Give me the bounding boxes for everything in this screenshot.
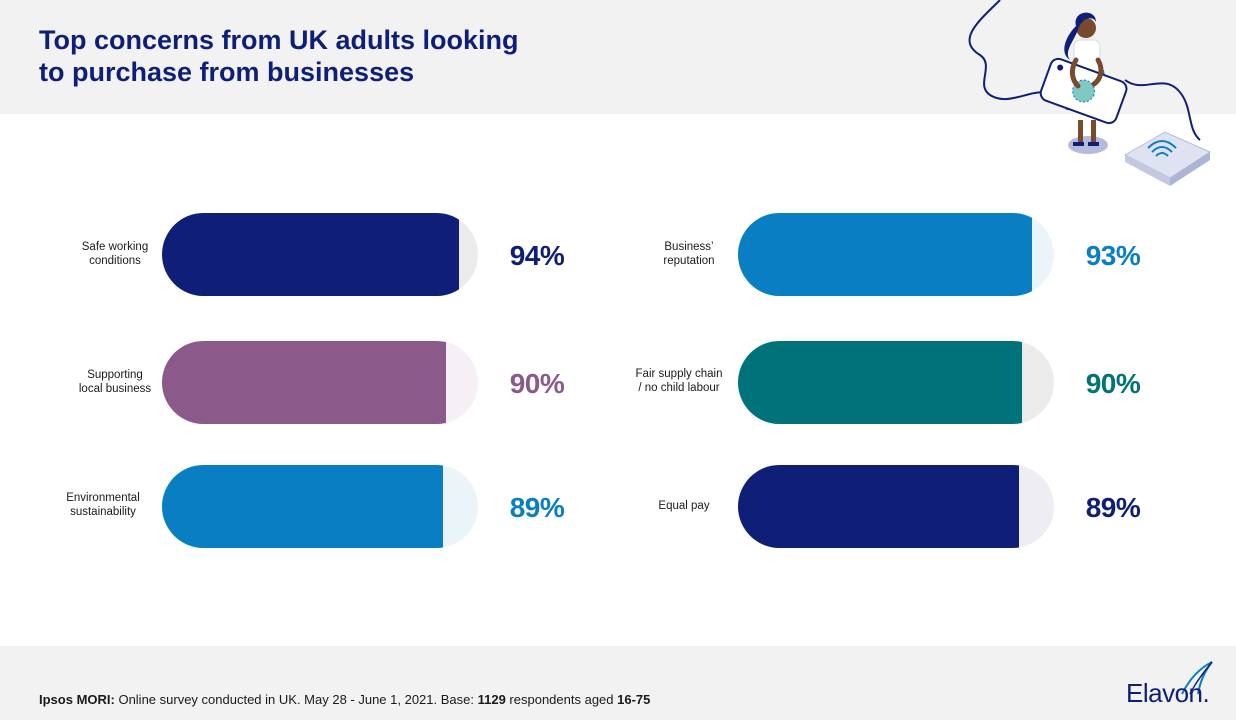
bar-fair-supply-chain xyxy=(738,341,1023,424)
source-footnote: Ipsos MORI: Online survey conducted in U… xyxy=(39,692,650,707)
value-label-fair-supply-chain: 90% xyxy=(1085,368,1141,399)
value-label-business-reputation: 93% xyxy=(1085,240,1141,271)
bar-label-supporting-local-business: Supporting local business xyxy=(78,369,152,395)
footnote-text-1: Online survey conducted in UK. May 28 - … xyxy=(114,692,478,707)
bar-business-reputation xyxy=(738,213,1032,296)
value-label-equal-pay: 89% xyxy=(1085,492,1141,523)
bar-track-safe-working-conditions xyxy=(162,213,478,296)
bar-supporting-local-business xyxy=(162,341,447,424)
footnote-text-2: respondents aged xyxy=(505,692,618,707)
value-label-supporting-local-business: 90% xyxy=(509,368,565,399)
footer-band xyxy=(0,646,1236,720)
footnote-source: Ipsos MORI: xyxy=(39,692,115,707)
bar-track-fair-supply-chain xyxy=(738,341,1054,424)
title-line-2: to purchase from businesses xyxy=(39,57,415,87)
bar-track-equal-pay xyxy=(738,465,1054,548)
value-label-environmental-sustainability: 89% xyxy=(509,492,565,523)
bar-label-safe-working-conditions: Safe working conditions xyxy=(81,241,149,267)
bar-track-environmental-sustainability xyxy=(162,465,478,548)
title-line-1: Top concerns from UK adults looking xyxy=(39,25,519,55)
bar-track-business-reputation xyxy=(738,213,1054,296)
bar-label-equal-pay: Equal pay xyxy=(658,500,710,512)
person-phone-contactless-icon xyxy=(968,0,1212,186)
bar-safe-working-conditions xyxy=(162,213,460,296)
bar-label-environmental-sustainability: Environmental sustainability xyxy=(66,492,140,518)
logo-swoosh-icon xyxy=(1181,661,1213,695)
elavon-logo: Elavon. xyxy=(1120,660,1230,710)
bar-equal-pay xyxy=(738,465,1020,548)
footnote-ages: 16-75 xyxy=(617,692,651,707)
footnote-base: 1129 xyxy=(477,692,506,707)
bar-label-fair-supply-chain: Fair supply chain / no child labour xyxy=(635,368,723,394)
value-label-safe-working-conditions: 94% xyxy=(509,240,565,271)
logo-text: Elavon. xyxy=(1126,678,1210,708)
bar-track-supporting-local-business xyxy=(162,341,478,424)
page-title: Top concerns from UK adults looking to p… xyxy=(39,24,599,88)
bar-label-business-reputation: Business’ reputation xyxy=(663,241,715,267)
bar-environmental-sustainability xyxy=(162,465,444,548)
